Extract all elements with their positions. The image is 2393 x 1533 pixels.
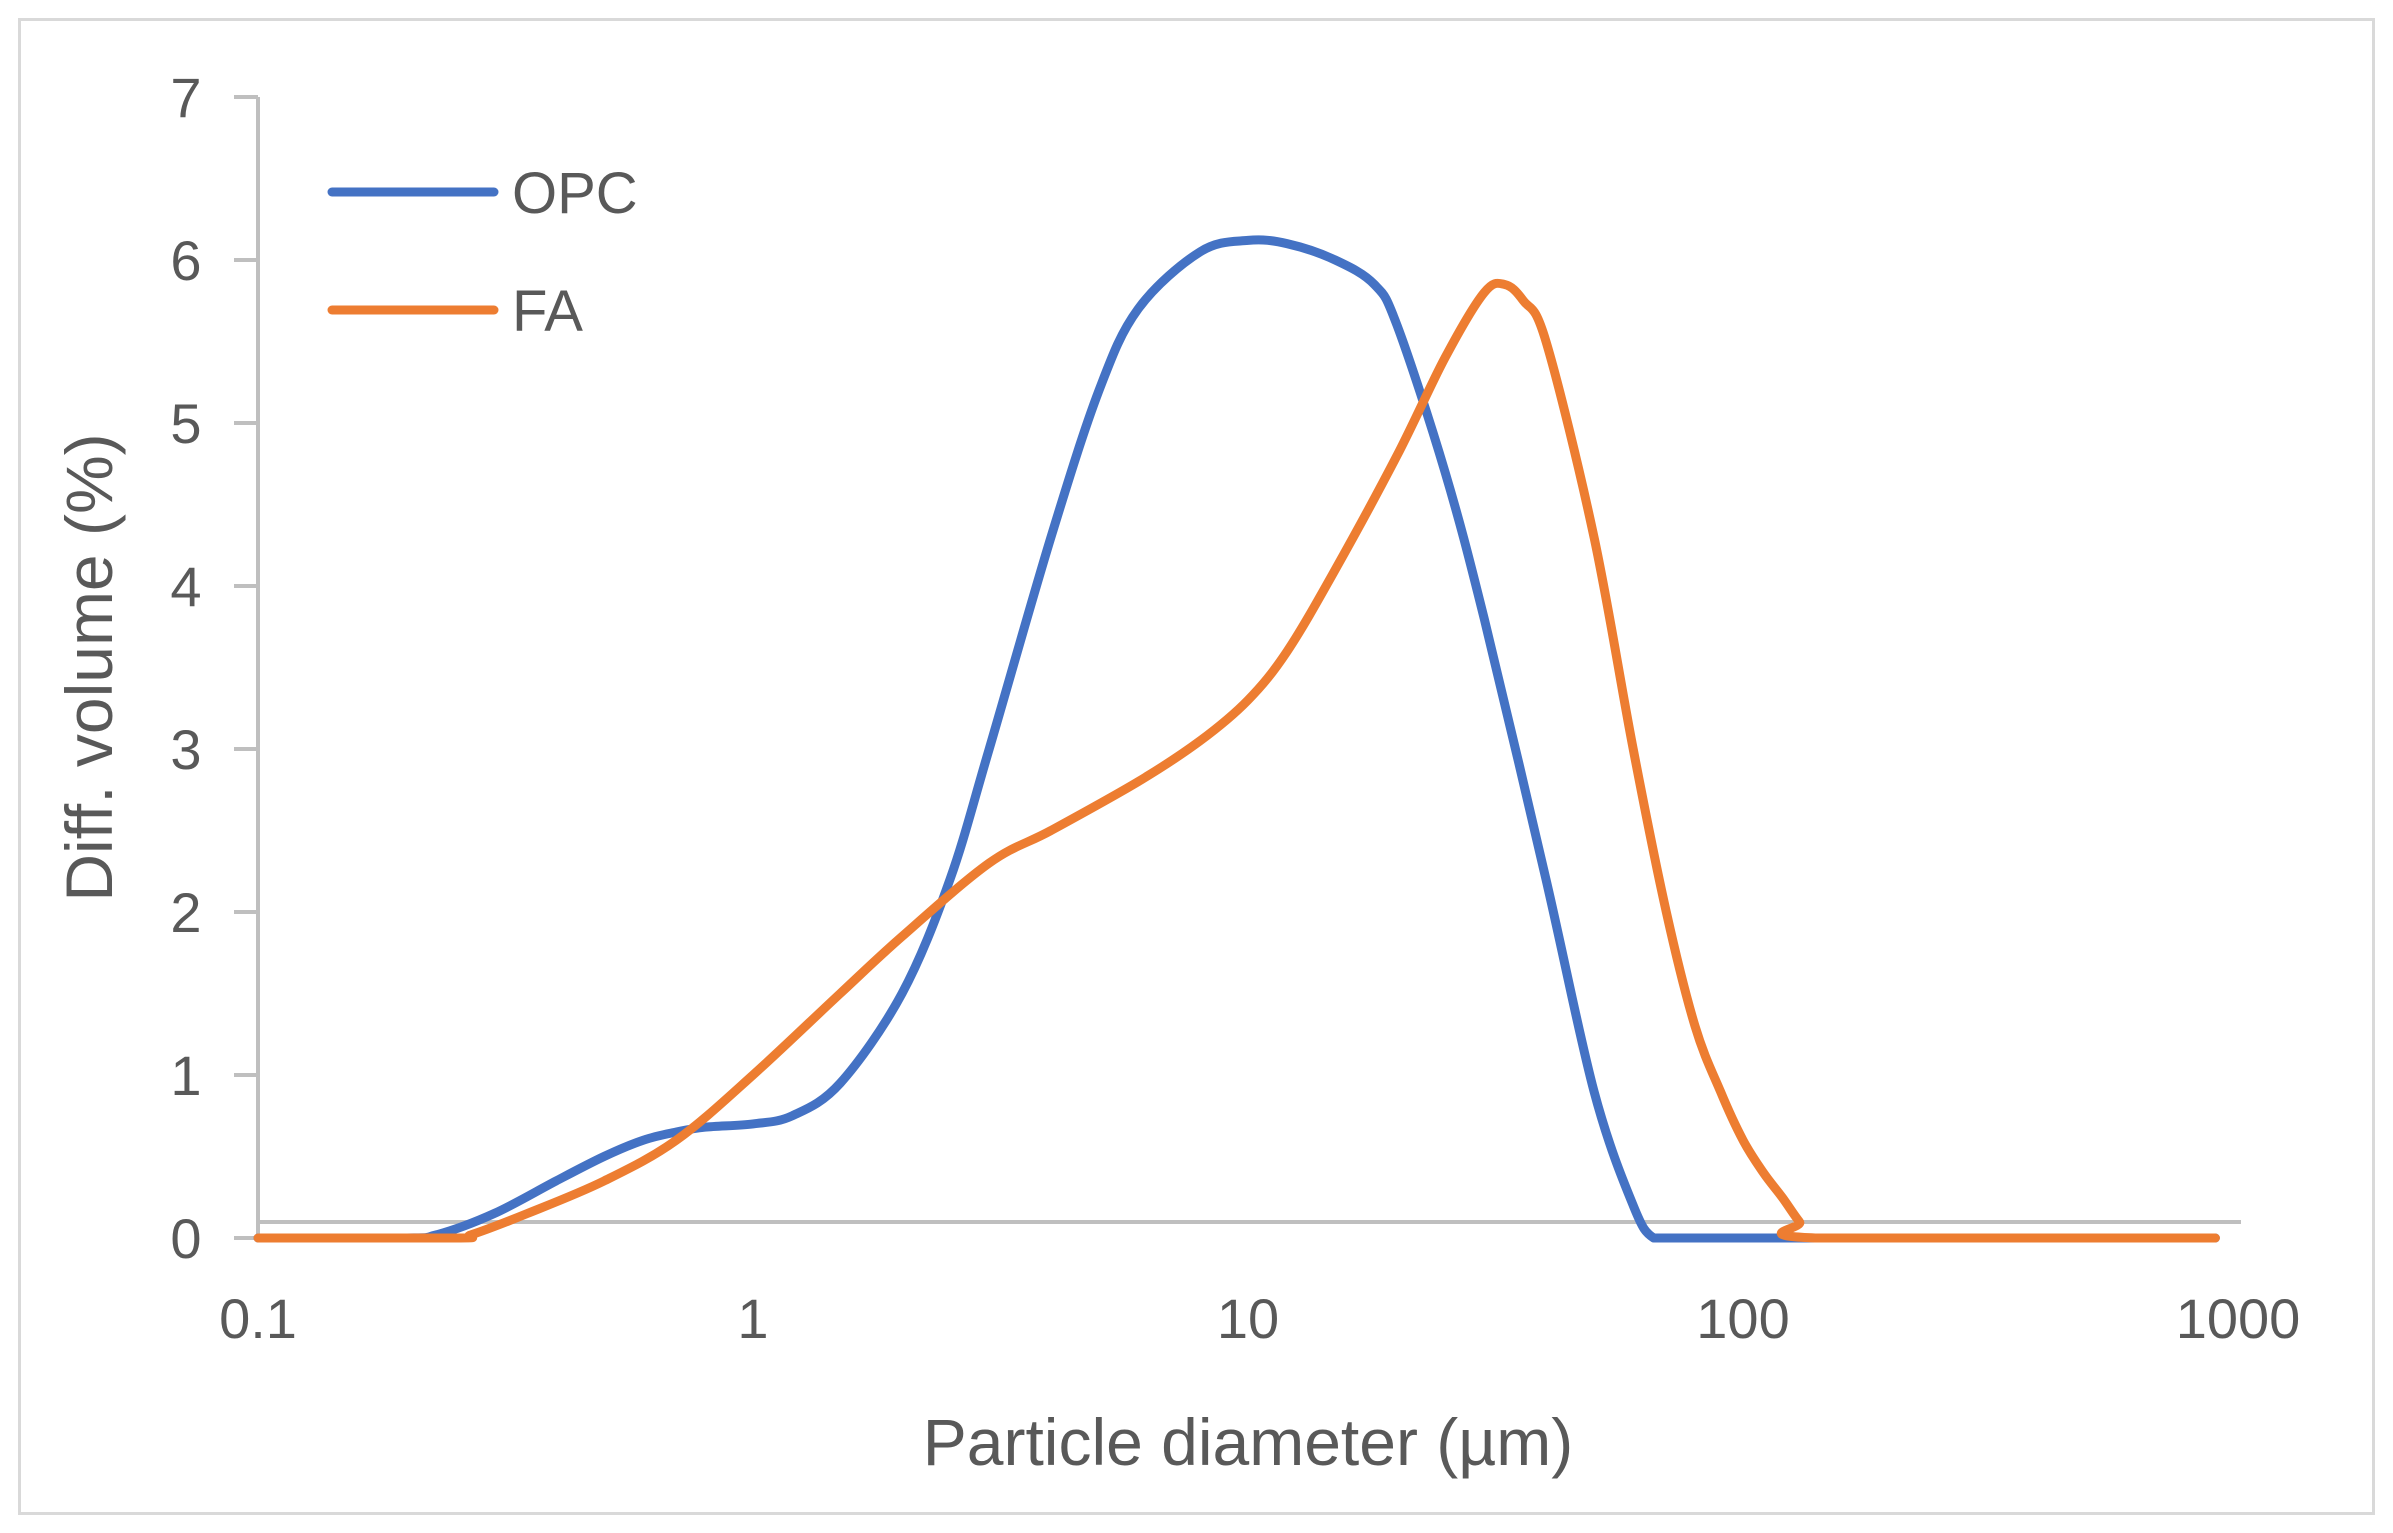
series-lines: [253, 235, 2220, 1243]
y-ticks: 0 1 2 3 4 5 6 7: [170, 66, 258, 1270]
y-tick-label: 7: [170, 66, 201, 129]
y-tick-label: 6: [170, 229, 201, 292]
y-tick-label: 1: [170, 1044, 201, 1107]
x-tick-label: 0.1: [219, 1287, 297, 1350]
y-axis-title: Diff. volume (%): [52, 433, 126, 901]
x-ticks: 0.1 1 10 100 1000: [219, 1287, 2300, 1350]
x-tick-label: 100: [1696, 1287, 1789, 1350]
legend-label-fa: FA: [512, 279, 583, 344]
x-tick-label: 10: [1217, 1287, 1279, 1350]
x-tick-label: 1: [737, 1287, 768, 1350]
chart-frame: [18, 18, 2375, 1515]
legend-label-opc: OPC: [512, 161, 638, 226]
y-tick-label: 0: [170, 1207, 201, 1270]
legend: OPC FA: [327, 161, 638, 344]
series-line-opc: [253, 235, 2220, 1243]
x-tick-label: 1000: [2176, 1287, 2301, 1350]
x-axis-title: Particle diameter (µm): [923, 1405, 1574, 1479]
series-line-fa: [253, 278, 2220, 1243]
y-tick-label: 2: [170, 881, 201, 944]
y-tick-label: 3: [170, 718, 201, 781]
y-tick-label: 4: [170, 555, 201, 618]
y-tick-label: 5: [170, 392, 201, 455]
